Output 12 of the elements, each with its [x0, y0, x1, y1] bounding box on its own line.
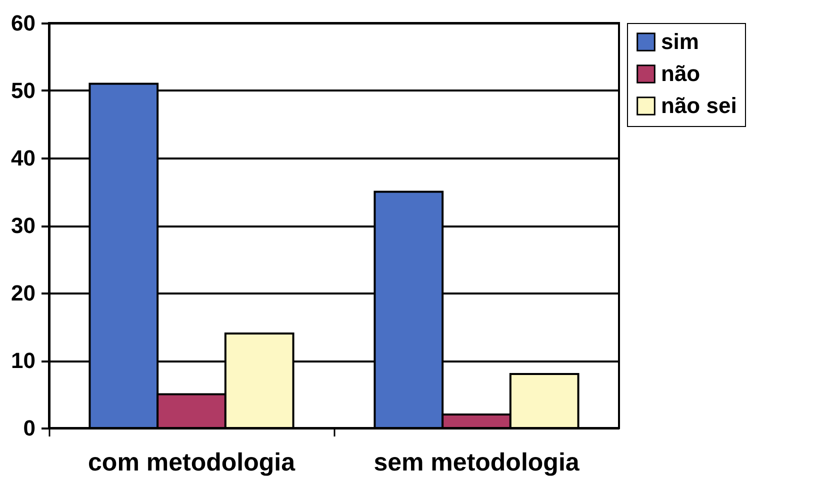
y-tick-label: 20	[11, 280, 36, 306]
y-tick-label: 60	[11, 10, 36, 36]
legend-label: não sei	[661, 93, 737, 118]
legend-label: sim	[661, 29, 699, 54]
y-tick-label: 30	[11, 213, 36, 238]
y-tick-label: 0	[23, 416, 36, 440]
y-tick-label: 40	[11, 146, 36, 170]
x-tick-label: sem metodologia	[374, 448, 580, 476]
x-tick-label: com metodologia	[88, 448, 296, 476]
y-tick-label: 50	[11, 78, 36, 103]
legend-label: não	[661, 61, 700, 86]
y-tick-label: 10	[11, 348, 36, 373]
